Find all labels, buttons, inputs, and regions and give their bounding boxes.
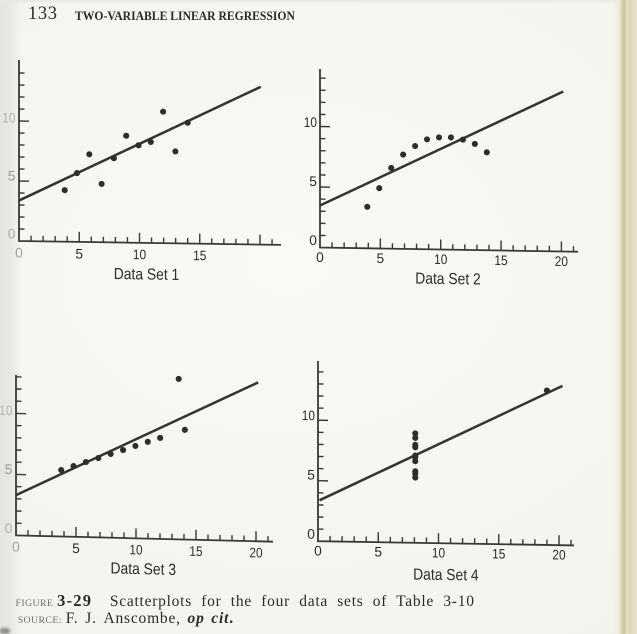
- svg-text:5: 5: [307, 467, 315, 482]
- svg-text:0: 0: [12, 539, 20, 554]
- svg-text:5: 5: [377, 251, 385, 266]
- svg-text:0: 0: [309, 233, 317, 248]
- svg-text:10: 10: [302, 408, 315, 423]
- svg-text:10: 10: [304, 115, 317, 130]
- svg-text:10: 10: [133, 247, 146, 262]
- svg-text:15: 15: [189, 544, 202, 559]
- svg-text:10: 10: [434, 252, 447, 267]
- svg-text:0: 0: [316, 250, 324, 265]
- svg-text:15: 15: [193, 248, 206, 263]
- svg-text:Data Set 4: Data Set 4: [413, 566, 479, 584]
- svg-text:Data Set 3: Data Set 3: [111, 560, 177, 579]
- svg-text:0: 0: [307, 527, 315, 542]
- svg-text:5: 5: [309, 174, 317, 189]
- svg-text:10: 10: [432, 545, 445, 560]
- svg-text:5: 5: [72, 541, 80, 556]
- svg-text:15: 15: [494, 253, 507, 268]
- svg-text:10: 10: [0, 403, 13, 418]
- svg-text:20: 20: [249, 545, 262, 560]
- svg-text:Data Set 2: Data Set 2: [415, 270, 481, 288]
- svg-text:5: 5: [75, 246, 83, 261]
- svg-text:10: 10: [129, 542, 142, 557]
- svg-text:0: 0: [5, 521, 13, 536]
- svg-text:0: 0: [15, 245, 23, 260]
- svg-text:5: 5: [5, 462, 13, 477]
- svg-text:0: 0: [314, 543, 322, 558]
- svg-text:Data Set 1: Data Set 1: [114, 266, 180, 284]
- svg-text:20: 20: [552, 547, 565, 562]
- svg-text:20: 20: [555, 254, 568, 269]
- svg-text:5: 5: [374, 544, 382, 559]
- svg-text:10: 10: [2, 110, 15, 125]
- svg-text:15: 15: [492, 546, 505, 561]
- svg-text:0: 0: [8, 226, 16, 241]
- svg-text:5: 5: [8, 168, 16, 183]
